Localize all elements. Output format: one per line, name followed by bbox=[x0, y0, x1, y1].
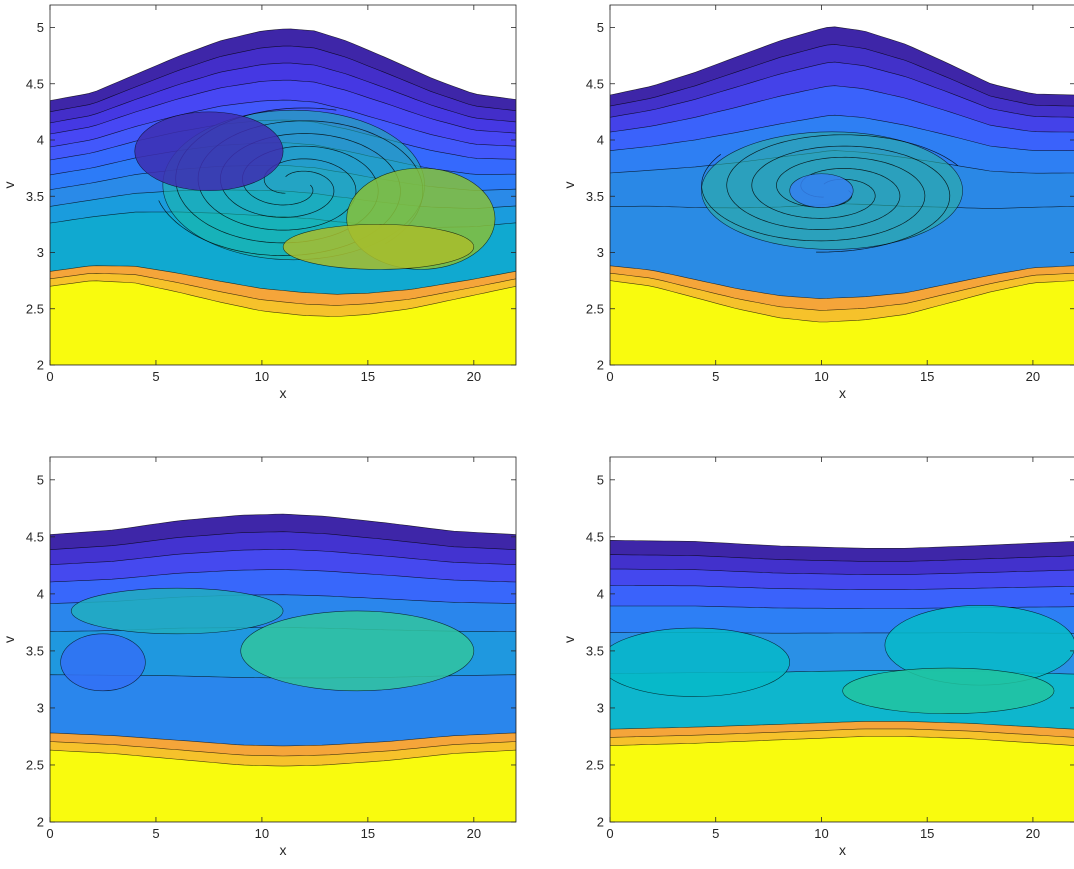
y-tick-label: 4.5 bbox=[26, 529, 44, 544]
y-tick-label: 3 bbox=[597, 700, 604, 715]
x-tick-label: 10 bbox=[255, 369, 269, 384]
y-axis-label: v bbox=[1, 182, 17, 189]
axes-box bbox=[609, 456, 1074, 823]
contour-blob-2 bbox=[842, 667, 1055, 714]
x-tick-label: 20 bbox=[467, 369, 481, 384]
y-tick-label: 3.5 bbox=[26, 189, 44, 204]
x-tick-label: 15 bbox=[361, 369, 375, 384]
y-tick-label: 2 bbox=[37, 358, 44, 373]
bottom-fill bbox=[50, 749, 516, 822]
x-axis-label: x bbox=[839, 385, 846, 401]
axes-box bbox=[609, 4, 1074, 366]
y-tick-label: 3 bbox=[597, 245, 604, 260]
x-tick-label: 5 bbox=[712, 369, 719, 384]
y-tick-label: 4.5 bbox=[586, 76, 604, 91]
y-tick-label: 3.5 bbox=[26, 643, 44, 658]
y-tick-label: 4.5 bbox=[26, 76, 44, 91]
y-axis-label: v bbox=[1, 636, 17, 643]
y-tick-label: 2 bbox=[597, 358, 604, 373]
x-tick-label: 20 bbox=[467, 826, 481, 841]
y-tick-label: 2.5 bbox=[26, 757, 44, 772]
contour-blob-0 bbox=[240, 610, 475, 692]
y-tick-label: 5 bbox=[597, 20, 604, 35]
y-axis-label: v bbox=[561, 636, 577, 643]
y-tick-label: 3 bbox=[37, 700, 44, 715]
y-tick-label: 2 bbox=[597, 815, 604, 830]
y-tick-label: 2.5 bbox=[586, 301, 604, 316]
y-tick-label: 4 bbox=[597, 133, 604, 148]
y-tick-label: 4 bbox=[37, 586, 44, 601]
plot-area bbox=[50, 5, 516, 365]
y-tick-label: 5 bbox=[37, 20, 44, 35]
x-tick-label: 10 bbox=[814, 369, 828, 384]
x-tick-label: 10 bbox=[814, 826, 828, 841]
bottom-fill bbox=[50, 280, 516, 365]
y-tick-label: 4.5 bbox=[586, 529, 604, 544]
x-tick-label: 10 bbox=[255, 826, 269, 841]
axes-box bbox=[49, 4, 517, 366]
y-tick-label: 2.5 bbox=[26, 301, 44, 316]
contour-panel-bottom-right: 0 5 10 15 20 2 2.5 3 3.5 4 4.5 5 x v bbox=[561, 456, 1074, 858]
axes-box bbox=[49, 456, 517, 823]
y-axis-label: v bbox=[561, 182, 577, 189]
y-tick-label: 5 bbox=[597, 472, 604, 487]
y-tick-label: 3.5 bbox=[586, 643, 604, 658]
contour-blob-2 bbox=[60, 633, 146, 692]
x-axis-label: x bbox=[280, 842, 287, 858]
contour-blob-2 bbox=[282, 224, 475, 270]
bottom-fill bbox=[610, 736, 1074, 822]
x-tick-label: 20 bbox=[1026, 826, 1040, 841]
x-tick-label: 15 bbox=[361, 826, 375, 841]
plot-area bbox=[610, 457, 1074, 822]
x-axis-label: x bbox=[839, 842, 846, 858]
contour-blob-1 bbox=[789, 173, 854, 208]
y-tick-label: 3.5 bbox=[586, 189, 604, 204]
y-tick-label: 5 bbox=[37, 472, 44, 487]
bottom-fill bbox=[610, 280, 1074, 365]
plot-area bbox=[50, 457, 516, 822]
x-tick-label: 20 bbox=[1026, 369, 1040, 384]
vortex-arm-0-2 bbox=[751, 145, 951, 253]
plot-area bbox=[610, 5, 1074, 365]
x-tick-label: 0 bbox=[46, 369, 53, 384]
contour-panel-top-right: 0 5 10 15 20 2 2.5 3 3.5 4 4.5 5 x v bbox=[561, 4, 1074, 401]
x-tick-label: 15 bbox=[920, 369, 934, 384]
x-tick-label: 0 bbox=[46, 826, 53, 841]
x-tick-label: 0 bbox=[606, 826, 613, 841]
x-tick-label: 5 bbox=[712, 826, 719, 841]
contour-panel-top-left: 0 5 10 15 20 2 2.5 3 3.5 4 4.5 5 x v bbox=[1, 4, 517, 401]
x-tick-label: 5 bbox=[152, 826, 159, 841]
y-tick-label: 2.5 bbox=[586, 757, 604, 772]
y-tick-label: 4 bbox=[37, 133, 44, 148]
contour-blob-3 bbox=[134, 111, 284, 191]
contour-panel-bottom-left: 0 5 10 15 20 2 2.5 3 3.5 4 4.5 5 x v bbox=[1, 456, 517, 858]
y-tick-label: 2 bbox=[37, 815, 44, 830]
x-axis-label: x bbox=[280, 385, 287, 401]
y-tick-label: 4 bbox=[597, 586, 604, 601]
y-tick-label: 3 bbox=[37, 245, 44, 260]
x-tick-label: 0 bbox=[606, 369, 613, 384]
contour-blob-0 bbox=[610, 627, 791, 697]
x-tick-label: 15 bbox=[920, 826, 934, 841]
contour-blob-1 bbox=[70, 587, 284, 635]
x-tick-label: 5 bbox=[152, 369, 159, 384]
